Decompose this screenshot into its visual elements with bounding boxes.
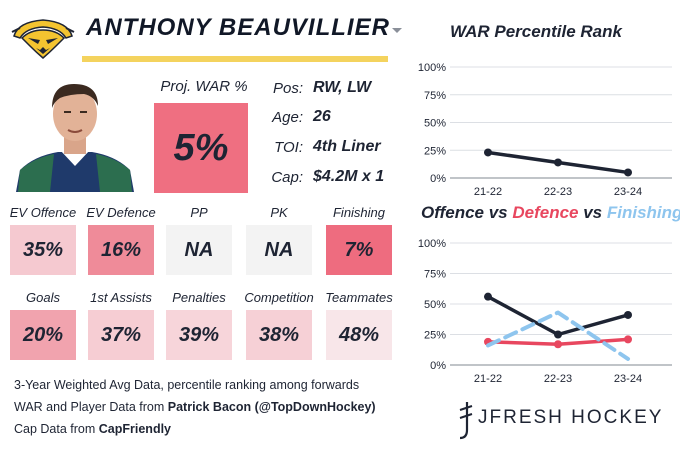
x-tick-label: 22-23 [544, 186, 572, 198]
data-point [554, 158, 562, 167]
stat-label-teammates: Teammates [325, 290, 393, 305]
series-line-offence [486, 294, 630, 337]
stat-label-finishing: Finishing [332, 205, 386, 220]
stat-value-pk: NA [264, 238, 294, 261]
footnote-cap-source-link[interactable]: CapFriendly [98, 422, 172, 436]
jfresh-logo-icon [459, 402, 473, 440]
ovd-title-defence: Defence [512, 203, 579, 222]
x-tick-label: 23-24 [614, 186, 642, 198]
x-tick-label: 23-24 [614, 373, 642, 385]
stat-value-finishing: 7% [344, 238, 374, 261]
footnote-war-source-link[interactable]: Patrick Bacon (@TopDownHockey) [167, 400, 376, 414]
y-tick-label: 100% [418, 238, 446, 250]
x-tick-label: 21-22 [474, 373, 502, 385]
y-tick-label: 100% [418, 62, 446, 74]
footnote-method: 3-Year Weighted Avg Data, percentile ran… [14, 378, 360, 392]
ovd-title-vs-1: vs [484, 203, 513, 222]
info-key-pos: Pos: [272, 80, 303, 97]
y-tick-label: 75% [424, 90, 446, 102]
info-value-pos: RW, LW [313, 79, 372, 96]
brand-name: JFRESH HOCKEY [478, 407, 664, 428]
footnote-cap-source: Cap Data from CapFriendly [14, 422, 171, 436]
info-value-age: 26 [313, 108, 331, 125]
info-key-toi: TOI: [274, 139, 303, 156]
series-line-finishing [486, 310, 630, 361]
offence-defence-finishing-chart: 0% 25% 50% 75% 100% 21-22 22-23 23-24 [418, 238, 672, 385]
info-key-cap: Cap: [271, 169, 303, 186]
stat-box-pp: NA [166, 225, 232, 275]
stat-value-competition: 38% [258, 323, 300, 346]
data-point [624, 310, 632, 319]
y-tick-label: 25% [424, 330, 446, 342]
name-underline [82, 56, 388, 62]
proj-war-value: 5% [173, 126, 229, 169]
footnote-cap-prefix: Cap Data from [14, 422, 99, 436]
proj-war-box: 5% [154, 103, 248, 193]
x-tick-label: 21-22 [474, 186, 502, 198]
data-point [554, 330, 562, 339]
stat-label-penalties: Penalties [172, 290, 226, 305]
stat-box-finishing: 7% [326, 225, 392, 275]
y-tick-label: 25% [424, 145, 446, 157]
ovd-title-finishing: Finishing [606, 203, 680, 222]
data-point [484, 148, 492, 157]
ovd-chart-title: Offence vs Defence vs Finishing [421, 203, 680, 223]
stat-value-pp: NA [184, 238, 214, 261]
stat-box-pk: NA [246, 225, 312, 275]
y-tick-label: 50% [424, 118, 446, 130]
y-tick-label: 50% [424, 299, 446, 311]
stat-value-ev-defence: 16% [100, 238, 142, 261]
stat-label-goals: Goals [26, 290, 60, 305]
proj-war-label: Proj. WAR % [160, 78, 248, 95]
stat-label-first-assists: 1st Assists [90, 290, 152, 305]
stat-box-competition: 38% [246, 310, 312, 360]
data-point [624, 168, 632, 177]
ovd-title-offence: Offence [421, 203, 484, 222]
stat-value-goals: 20% [22, 323, 64, 346]
info-key-age: Age: [272, 109, 303, 126]
data-point [484, 292, 492, 301]
war-percentile-chart: 0% 25% 50% 75% 100% 21-22 22-23 23-24 [418, 62, 672, 198]
chevron-down-icon[interactable] [392, 28, 402, 33]
stat-box-ev-offence: 35% [10, 225, 76, 275]
stat-label-pk: PK [270, 205, 288, 220]
info-value-toi: 4th Liner [313, 138, 381, 155]
info-value-cap: $4.2M x 1 [313, 168, 385, 185]
footnote-war-prefix: WAR and Player Data from [14, 400, 168, 414]
stat-label-ev-offence: EV Offence [9, 205, 77, 220]
stat-box-penalties: 39% [166, 310, 232, 360]
stat-label-ev-defence: EV Defence [86, 205, 156, 220]
x-tick-label: 22-23 [544, 373, 572, 385]
player-name: ANTHONY BEAUVILLIER [86, 14, 390, 41]
y-tick-label: 0% [430, 360, 446, 372]
stat-box-teammates: 48% [326, 310, 392, 360]
player-photo [16, 84, 134, 192]
ovd-title-vs-2: vs [578, 203, 607, 222]
y-tick-label: 75% [424, 269, 446, 281]
y-tick-label: 0% [430, 173, 446, 185]
war-chart-title: WAR Percentile Rank [450, 22, 622, 41]
stat-value-penalties: 39% [178, 323, 220, 346]
stat-box-ev-defence: 16% [88, 225, 154, 275]
stat-box-first-assists: 37% [88, 310, 154, 360]
team-logo [11, 19, 75, 59]
data-point [554, 340, 562, 349]
stat-value-first-assists: 37% [100, 323, 142, 346]
stat-box-goals: 20% [10, 310, 76, 360]
stat-label-pp: PP [190, 205, 208, 220]
stat-value-ev-offence: 35% [22, 238, 64, 261]
stat-value-teammates: 48% [338, 323, 380, 346]
data-point [624, 335, 632, 344]
stat-label-competition: Competition [244, 290, 314, 305]
footnote-war-source: WAR and Player Data from Patrick Bacon (… [14, 400, 376, 414]
